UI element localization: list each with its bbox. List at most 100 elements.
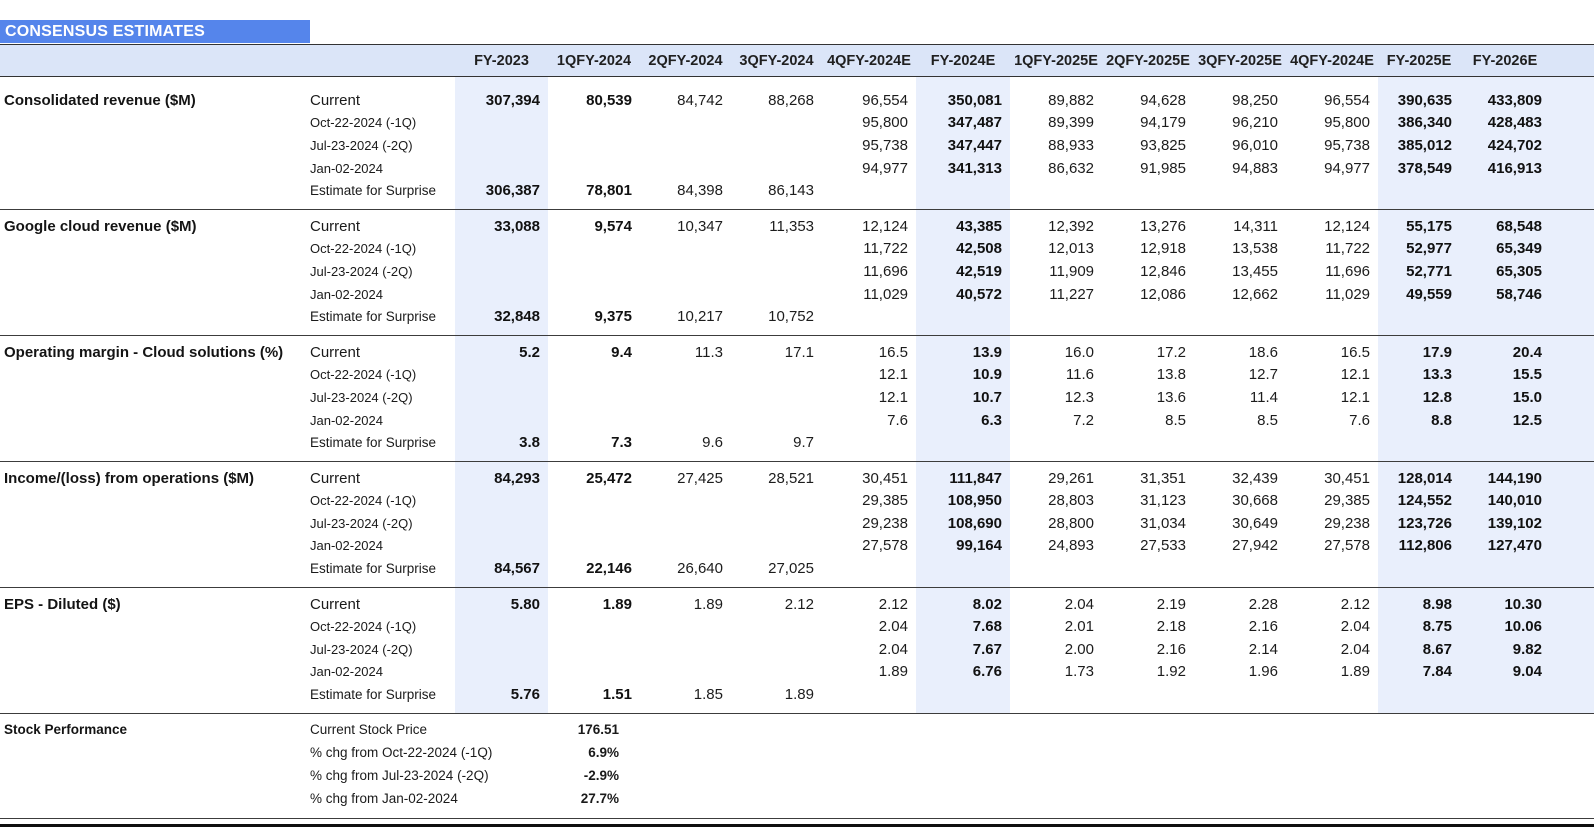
value-cell: 10,217	[677, 308, 723, 326]
value-cell: 31,351	[1140, 469, 1186, 487]
table-row: Estimate for Surprise 5.76 1.51 1.85 1.89	[0, 683, 1594, 706]
value-cell: 11,029	[863, 285, 908, 303]
value-cell: 22,146	[586, 560, 632, 578]
value-cell: 2.04	[878, 618, 908, 636]
value-cell: 144,190	[1487, 469, 1542, 487]
value-cell: 2.18	[1156, 618, 1186, 636]
highlight-column-fy2023	[455, 461, 548, 587]
stock-row-value: 176.51	[577, 721, 619, 737]
value-cell: 18.6	[1248, 343, 1278, 361]
row-label: Jul-23-2024 (-2Q)	[310, 515, 413, 531]
value-cell: 65,305	[1496, 262, 1542, 280]
value-cell: 27,942	[1232, 537, 1278, 555]
value-cell: 89,882	[1048, 91, 1094, 109]
table-row: Oct-22-2024 (-1Q) 2.04 7.68 2.01 2.18 2.16 2.0…	[0, 615, 1594, 638]
value-cell: 111,847	[949, 469, 1002, 487]
highlight-column-fy2023	[455, 335, 548, 461]
value-cell: 11.4	[1249, 388, 1278, 406]
table-row: Income/(loss) from operations ($M) Curren…	[0, 467, 1594, 490]
value-cell: 95,738	[1324, 136, 1370, 154]
value-cell: 124,552	[1397, 492, 1452, 510]
row-label: Jul-23-2024 (-2Q)	[310, 641, 413, 657]
value-cell: 2.16	[1248, 618, 1278, 636]
value-cell: 12.1	[1340, 366, 1370, 384]
value-cell: 65,349	[1496, 240, 1542, 258]
value-cell: 10,347	[677, 217, 723, 235]
value-cell: 12.7	[1248, 366, 1278, 384]
value-cell: 306,387	[485, 182, 540, 200]
stock-performance-label: Stock Performance	[4, 721, 128, 737]
value-cell: 84,293	[494, 469, 540, 487]
stock-row-value: 6.9%	[588, 744, 619, 760]
value-cell: 13,276	[1140, 217, 1186, 235]
value-cell: 5.2	[519, 343, 540, 361]
value-cell: 52,977	[1406, 240, 1452, 258]
table-row: Jan-02-2024 27,578 99,164 24,893 27,533 27,94…	[0, 535, 1594, 558]
value-cell: 2.19	[1156, 595, 1186, 613]
row-label: Jan-02-2024	[310, 412, 383, 428]
row-label: Jan-02-2024	[310, 286, 383, 302]
row-label: Estimate for Surprise	[310, 561, 437, 577]
value-cell: 11.3	[694, 343, 723, 361]
value-cell: 11,722	[1325, 240, 1370, 258]
table-row: Google cloud revenue ($M) Current 33,088 9,…	[0, 215, 1594, 238]
table-row: Estimate for Surprise 3.8 7.3 9.6 9.7	[0, 431, 1594, 454]
value-cell: 42,519	[956, 262, 1002, 280]
value-cell: 5.80	[510, 595, 540, 613]
value-cell: 11,722	[863, 240, 908, 258]
value-cell: 29,238	[862, 514, 908, 532]
value-cell: 8.67	[1422, 640, 1452, 658]
value-cell: 385,012	[1397, 136, 1452, 154]
row-label: Jan-02-2024	[310, 538, 383, 554]
row-label: Current	[310, 469, 361, 487]
value-cell: 1.89	[784, 686, 814, 704]
value-cell: 17.2	[1156, 343, 1186, 361]
column-header: FY-2025E	[1386, 52, 1452, 69]
value-cell: 84,567	[494, 560, 540, 578]
value-cell: 11,353	[769, 217, 814, 235]
value-cell: 12.1	[878, 388, 908, 406]
value-cell: 40,572	[956, 285, 1002, 303]
row-label: Current	[310, 343, 361, 361]
value-cell: 68,548	[1496, 217, 1542, 235]
table-row: Consolidated revenue ($M) Current 307,394 8…	[0, 89, 1594, 112]
value-cell: 16.5	[1340, 343, 1370, 361]
value-cell: 2.00	[1064, 640, 1094, 658]
value-cell: 42,508	[956, 240, 1002, 258]
row-label: Oct-22-2024 (-1Q)	[310, 367, 417, 383]
value-cell: 84,742	[677, 91, 723, 109]
value-cell: 28,521	[768, 469, 814, 487]
highlight-column-fy2024e	[916, 77, 1010, 209]
value-cell: 52,771	[1406, 262, 1452, 280]
value-cell: 1.89	[693, 595, 723, 613]
value-cell: 386,340	[1397, 114, 1452, 132]
table-row: Jul-23-2024 (-2Q) 12.1 10.7 12.3 13.6 11.4 12.…	[0, 386, 1594, 409]
value-cell: 13.9	[972, 343, 1002, 361]
value-cell: 341,313	[947, 159, 1002, 177]
value-cell: 95,800	[1324, 114, 1370, 132]
value-cell: 8.02	[972, 595, 1002, 613]
table-row: Jan-02-2024 7.6 6.3 7.2 8.5 8.5 7.6 8.8 12.5	[0, 409, 1594, 432]
highlight-column-fy2025e-fy2026e	[1378, 587, 1594, 713]
value-cell: 11,909	[1049, 262, 1094, 280]
metric-section: EPS - Diluted ($) Current 5.80 1.89 1.89 2.12…	[0, 587, 1594, 714]
value-cell: 8.8	[1431, 411, 1452, 429]
value-cell: 80,539	[586, 91, 632, 109]
column-header: FY-2024E	[930, 52, 996, 69]
value-cell: 2.12	[784, 595, 814, 613]
value-cell: 7.2	[1073, 411, 1094, 429]
value-cell: 84,398	[677, 182, 723, 200]
table-bottom-border	[0, 823, 1594, 827]
highlight-column-fy2024e	[916, 335, 1010, 461]
value-cell: 9.82	[1512, 640, 1542, 658]
value-cell: 5.76	[510, 686, 540, 704]
highlight-column-fy2025e-fy2026e	[1378, 209, 1594, 335]
value-cell: 1.96	[1248, 663, 1278, 681]
value-cell: 11.6	[1065, 366, 1094, 384]
value-cell: 26,640	[677, 560, 723, 578]
table-row: Jan-02-2024 11,029 40,572 11,227 12,086 12,66…	[0, 283, 1594, 306]
value-cell: 9,574	[594, 217, 632, 235]
value-cell: 13.3	[1422, 366, 1452, 384]
value-cell: 27,578	[862, 537, 908, 555]
highlight-column-fy2025e-fy2026e	[1378, 335, 1594, 461]
